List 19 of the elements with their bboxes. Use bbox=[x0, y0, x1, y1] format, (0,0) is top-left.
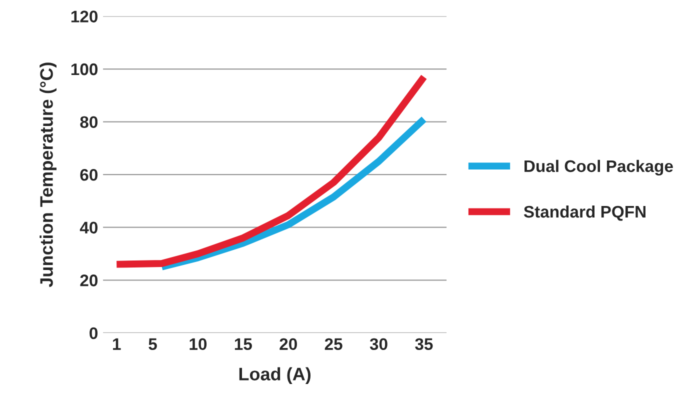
x-tick-label: 25 bbox=[324, 338, 342, 350]
y-tick-label: 80 bbox=[80, 116, 98, 128]
x-tick-label: 30 bbox=[370, 338, 388, 350]
x-tick-label: 35 bbox=[415, 338, 433, 350]
y-tick-label: 100 bbox=[71, 63, 98, 76]
x-axis-title: Load (A) bbox=[239, 367, 311, 384]
x-tick-label: 1 bbox=[113, 338, 121, 350]
x-tick-label: 15 bbox=[234, 338, 252, 350]
legend-label: Standard PQFN bbox=[524, 205, 646, 221]
y-axis-title: Junction Temperature (°C) bbox=[40, 62, 56, 288]
x-tick-label: 5 bbox=[148, 338, 157, 350]
legend-label: Dual Cool Package bbox=[524, 160, 673, 176]
x-tick-label: 10 bbox=[190, 338, 207, 350]
y-tick-label: 120 bbox=[71, 10, 98, 22]
y-tick-label: 40 bbox=[80, 222, 98, 234]
y-tick-label: 60 bbox=[80, 168, 98, 181]
x-tick-label: 20 bbox=[280, 338, 297, 350]
y-tick-label: 0 bbox=[90, 327, 98, 340]
y-tick-label: 20 bbox=[80, 274, 98, 286]
